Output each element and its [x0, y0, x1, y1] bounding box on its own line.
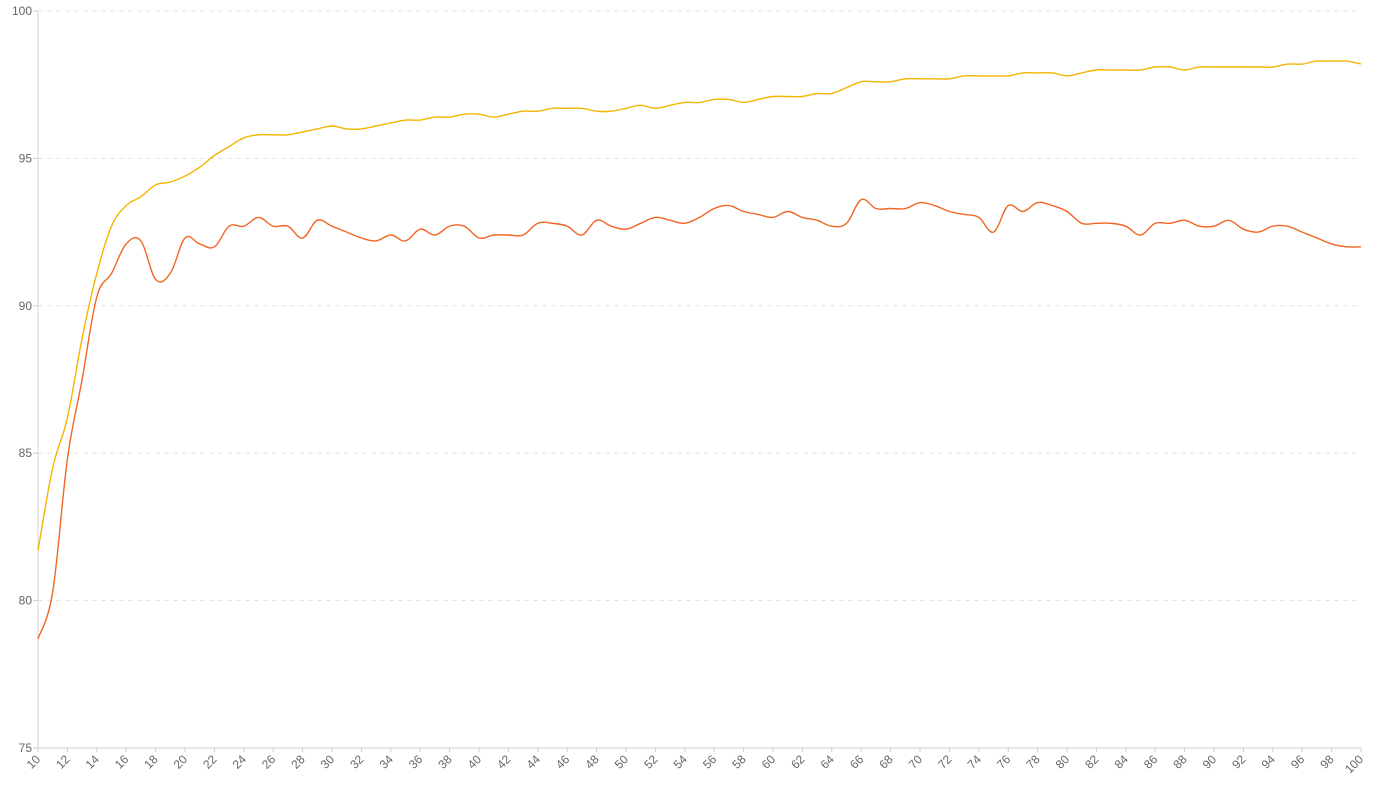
x-tick-label: 28 [288, 752, 308, 772]
x-tick-label: 54 [671, 752, 691, 772]
x-tick-label: 80 [1053, 752, 1073, 772]
series-lines [37, 60, 1362, 640]
x-tick-label: 82 [1082, 752, 1102, 772]
x-tick-label: 100 [1342, 752, 1366, 776]
x-tick-label: 70 [906, 752, 926, 772]
y-tick-label: 75 [19, 741, 33, 755]
x-tick-label: 24 [230, 752, 250, 772]
x-tick-label: 40 [465, 752, 485, 772]
x-tick-label: 94 [1259, 752, 1279, 772]
x-tick-label: 78 [1023, 752, 1043, 772]
x-tick-label: 38 [435, 752, 455, 772]
x-tick-label: 84 [1112, 752, 1132, 772]
x-tick-label: 98 [1317, 752, 1337, 772]
x-tick-label: 62 [788, 752, 808, 772]
x-tick-label: 72 [935, 752, 955, 772]
x-tick-label: 68 [876, 752, 896, 772]
x-tick-label: 12 [53, 752, 73, 772]
x-tick-label: 96 [1288, 752, 1308, 772]
series-line-1 [37, 60, 1362, 551]
x-tick-label: 30 [318, 752, 338, 772]
x-tick-label: 34 [377, 752, 397, 772]
y-tick-label: 95 [19, 151, 33, 165]
x-tick-label: 86 [1141, 752, 1161, 772]
y-tick-label: 90 [19, 299, 33, 313]
x-tick-label: 48 [582, 752, 602, 772]
x-tick-label: 90 [1200, 752, 1220, 772]
x-tick-label: 18 [141, 752, 161, 772]
series-line-2 [37, 198, 1362, 640]
x-tick-label: 20 [171, 752, 191, 772]
x-tick-label: 52 [641, 752, 661, 772]
y-tick-label: 80 [19, 594, 33, 608]
x-tick-label: 16 [112, 752, 132, 772]
y-tick-label: 85 [19, 446, 33, 460]
x-tick-label: 56 [700, 752, 720, 772]
gridlines [38, 10, 1361, 602]
x-tick-label: 32 [347, 752, 367, 772]
x-tick-label: 46 [553, 752, 573, 772]
x-tick-label: 14 [83, 752, 103, 772]
y-tick-label: 100 [12, 4, 32, 18]
x-tick-label: 36 [406, 752, 426, 772]
x-tick-label: 50 [612, 752, 632, 772]
x-tick-label: 92 [1229, 752, 1249, 772]
x-tick-label: 60 [759, 752, 779, 772]
x-tick-label: 74 [965, 752, 985, 772]
x-tick-label: 26 [259, 752, 279, 772]
x-tick-label: 58 [729, 752, 749, 772]
x-tick-label: 22 [200, 752, 220, 772]
x-tick-label: 88 [1170, 752, 1190, 772]
x-tick-label: 64 [818, 752, 838, 772]
x-tick-label: 42 [494, 752, 514, 772]
x-tick-label: 66 [847, 752, 867, 772]
x-tick-label: 44 [524, 752, 544, 772]
x-tick-label: 76 [994, 752, 1014, 772]
axes [33, 10, 1362, 752]
